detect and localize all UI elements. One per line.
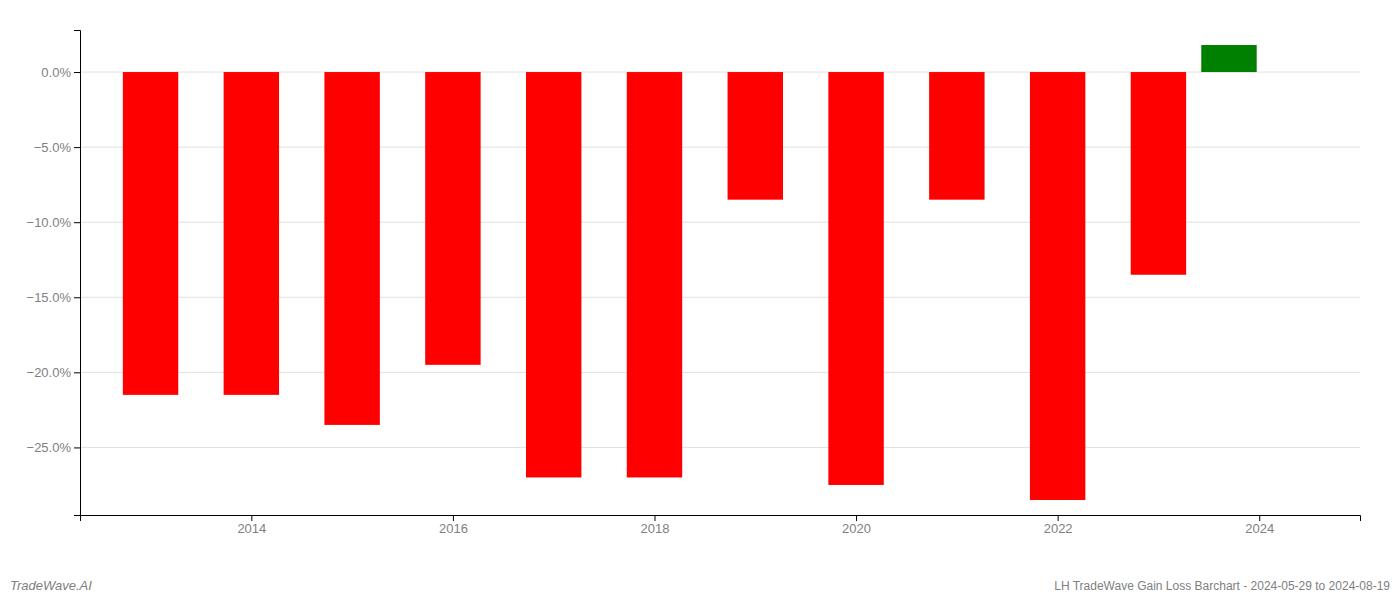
bar xyxy=(728,72,783,200)
y-tick: −5.0% xyxy=(34,140,80,155)
x-axis-line xyxy=(81,516,1361,522)
y-tick: −15.0% xyxy=(27,290,80,305)
bar xyxy=(324,72,379,425)
y-tick: −25.0% xyxy=(27,440,80,455)
y-tick-mark xyxy=(74,222,80,223)
bar xyxy=(627,72,682,477)
y-tick: 0.0% xyxy=(41,65,80,80)
y-tick-mark xyxy=(74,372,80,373)
x-tick-mark xyxy=(251,515,252,521)
x-tick: 2020 xyxy=(842,515,871,536)
bar xyxy=(224,72,279,395)
y-tick-mark xyxy=(74,297,80,298)
title: LH TradeWave Gain Loss Barchart - 2024-0… xyxy=(1054,579,1390,593)
bar xyxy=(1131,72,1186,275)
x-tick: 2016 xyxy=(439,515,468,536)
y-tick-mark xyxy=(74,447,80,448)
x-tick-mark xyxy=(856,515,857,521)
x-tick-label: 2024 xyxy=(1245,521,1274,536)
y-tick-mark xyxy=(74,72,80,73)
x-tick-mark xyxy=(1259,515,1260,521)
bar xyxy=(425,72,480,365)
x-tick-label: 2020 xyxy=(842,521,871,536)
x-tick: 2014 xyxy=(237,515,266,536)
y-axis-line xyxy=(74,31,81,516)
bars xyxy=(123,45,1257,500)
x-tick-label: 2014 xyxy=(237,521,266,536)
bar xyxy=(828,72,883,485)
y-tick: −10.0% xyxy=(27,215,80,230)
y-axis: −25.0% −20.0% −15.0% −10.0% −5.0% 0.0% xyxy=(27,31,81,516)
x-tick-label: 2022 xyxy=(1044,521,1073,536)
bar xyxy=(123,72,178,395)
x-tick: 2018 xyxy=(641,515,670,536)
y-tick-label: −25.0% xyxy=(27,440,72,455)
bar xyxy=(929,72,984,200)
x-tick: 2024 xyxy=(1245,515,1274,536)
y-tick-label: −15.0% xyxy=(27,290,72,305)
watermark: TradeWave.AI xyxy=(10,578,92,593)
x-tick-label: 2016 xyxy=(439,521,468,536)
y-tick: −20.0% xyxy=(27,365,80,380)
y-tick-label: 0.0% xyxy=(41,65,71,80)
y-tick-label: −5.0% xyxy=(34,140,72,155)
x-tick-label: 2018 xyxy=(641,521,670,536)
grid-line xyxy=(80,447,1360,448)
chart: 2014 2016 2018 2020 2022 2024 −25.0% −20.0% −15.… xyxy=(0,0,1400,600)
x-tick: 2022 xyxy=(1044,515,1073,536)
y-tick-mark xyxy=(74,147,80,148)
x-tick-mark xyxy=(654,515,655,521)
bar xyxy=(526,72,581,477)
x-tick-mark xyxy=(453,515,454,521)
x-axis: 2014 2016 2018 2020 2022 2024 xyxy=(81,515,1361,536)
y-tick-label: −20.0% xyxy=(27,365,72,380)
grid xyxy=(80,72,1360,447)
bar xyxy=(1030,72,1085,500)
x-tick-mark xyxy=(1058,515,1059,521)
y-tick-label: −10.0% xyxy=(27,215,72,230)
bar xyxy=(1201,45,1256,72)
